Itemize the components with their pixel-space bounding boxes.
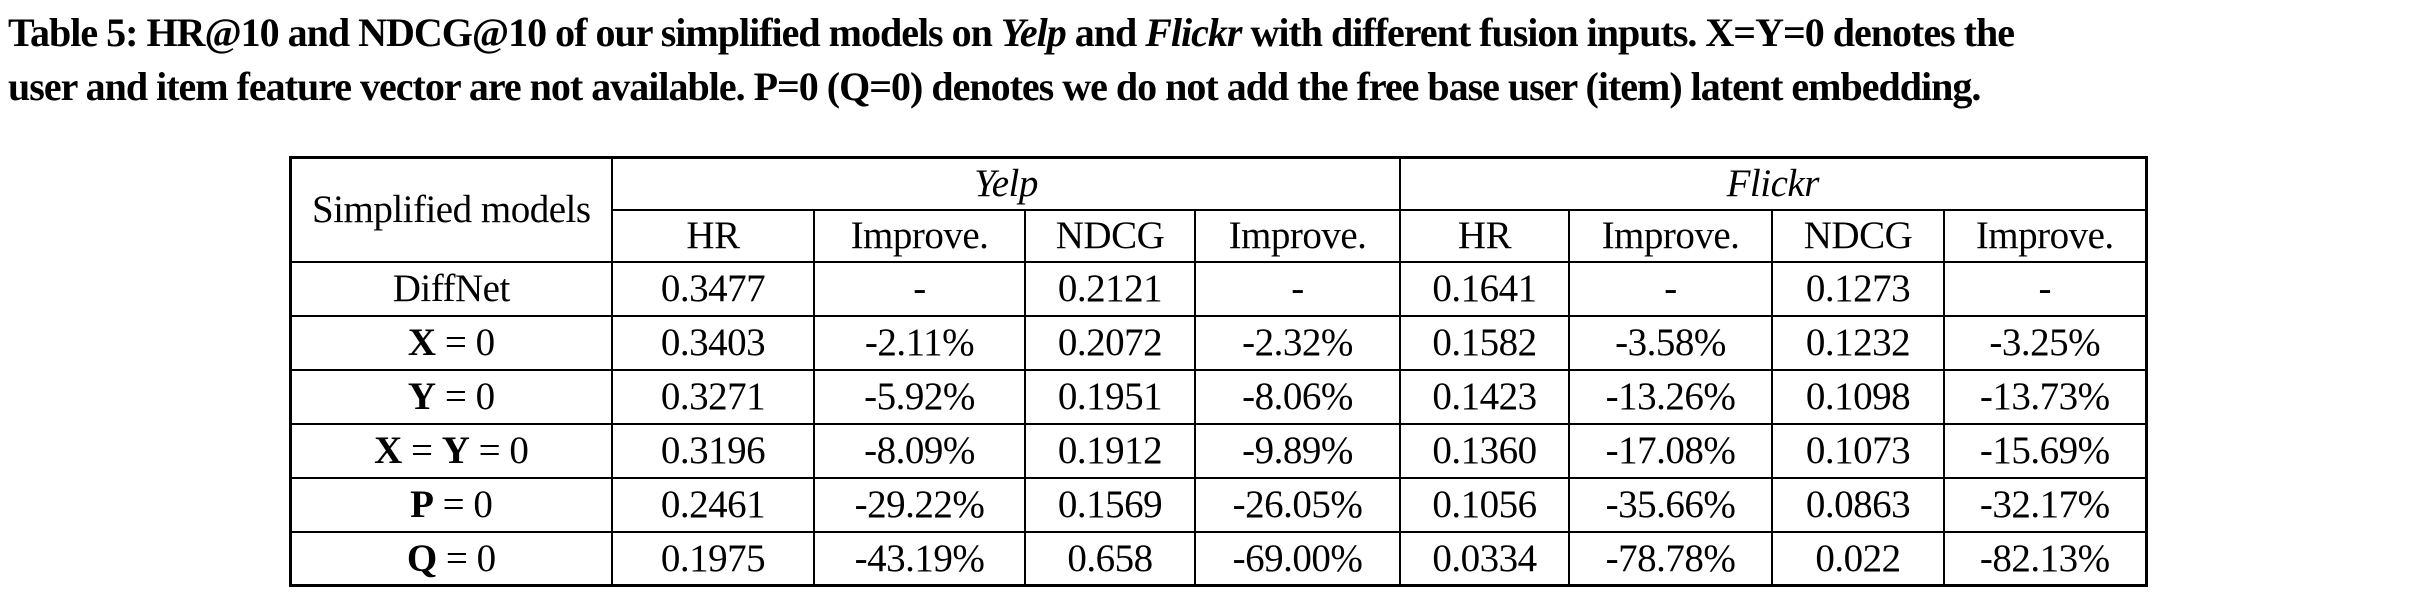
corner-header: Simplified models [289,156,613,263]
value-cell: 0.1951 [1024,368,1196,425]
value-cell: - [1568,260,1773,317]
value-cell: - [1943,260,2147,317]
table-row: P = 0 0.2461 -29.22% 0.1569 -26.05% 0.1056 -35… [289,476,2147,533]
value-cell: -3.58% [1568,314,1773,371]
value-cell: 0.1098 [1771,368,1945,425]
row-label: DiffNet [289,260,613,317]
paper-page: Table 5: HR@10 and NDCG@10 of our simpli… [0,6,2436,616]
value-cell: -8.09% [813,422,1026,479]
text-segment: X [407,321,436,364]
value-cell: -8.06% [1194,368,1401,425]
value-cell: -9.89% [1194,422,1401,479]
metric-header-yelp-2: NDCG [1024,208,1196,263]
value-cell: - [1194,260,1401,317]
value-cell: -78.78% [1568,530,1773,587]
value-cell: -2.32% [1194,314,1401,371]
value-cell: -26.05% [1194,476,1401,533]
metric-header-yelp-0: HR [611,208,815,263]
value-cell: -2.11% [813,314,1026,371]
text-segment: and [1065,10,1146,55]
value-cell: 0.658 [1024,530,1196,587]
value-cell: - [813,260,1026,317]
text-segment: with different fusion inputs. X=Y=0 deno… [1241,10,2014,55]
text-segment: Yelp [1000,10,1067,55]
text-segment: user and item feature vector are not ava… [8,64,1981,109]
value-cell: 0.2072 [1024,314,1196,371]
value-cell: -82.13% [1943,530,2147,587]
metric-header-flickr-1: Improve. [1568,208,1773,263]
value-cell: 0.3477 [611,260,815,317]
metric-header-yelp-3: Improve. [1194,208,1401,263]
metric-header-row: HR Improve. NDCG Improve. HR Improve. NDCG Impr… [290,208,2147,263]
value-cell: 0.1056 [1399,476,1570,533]
value-cell: -17.08% [1568,422,1773,479]
results-table: Simplified models Yelp Flickr HR Improve.… [288,156,2148,587]
value-cell: 0.0863 [1771,476,1945,533]
value-cell: 0.1423 [1399,368,1570,425]
value-cell: 0.1641 [1399,260,1570,317]
value-cell: 0.1912 [1024,422,1196,479]
text-segment: Y [407,375,436,418]
group-header-yelp: Yelp [611,156,1401,211]
value-cell: 0.1073 [1771,422,1945,479]
text-segment: = 0 [435,375,495,418]
text-segment: Flickr [1145,10,1242,55]
table-row: Q = 0 0.1975 -43.19% 0.658 -69.00% 0.0334 -78.… [289,530,2147,587]
value-cell: -15.69% [1943,422,2147,479]
metric-header-flickr-3: Improve. [1943,208,2147,263]
row-label: P = 0 [289,476,613,533]
value-cell: -43.19% [813,530,1026,587]
value-cell: 0.022 [1771,530,1945,587]
value-cell: 0.2461 [611,476,815,533]
value-cell: 0.1569 [1024,476,1196,533]
value-cell: -32.17% [1943,476,2147,533]
table-row: DiffNet 0.3477-0.2121-0.1641-0.1273- [289,260,2147,317]
text-segment: Q [406,536,437,580]
text-segment: Y [441,429,470,472]
value-cell: -5.92% [813,368,1026,425]
value-cell: 0.1360 [1399,422,1570,479]
text-segment: = 0 [436,536,496,580]
group-header-row: Simplified models Yelp Flickr [289,156,2147,263]
value-cell: -3.25% [1943,314,2147,371]
value-cell: 0.1273 [1771,260,1945,317]
text-segment: = 0 [435,321,495,364]
value-cell: 0.3271 [611,368,815,425]
metric-header-flickr-0: HR [1399,208,1570,263]
table-caption: Table 5: HR@10 and NDCG@10 of our simpli… [8,6,2426,114]
text-segment: = [401,429,442,472]
value-cell: 0.2121 [1024,260,1196,317]
text-segment: Table 5: HR@10 and NDCG@10 of our simpli… [8,10,1001,55]
value-cell: -13.26% [1568,368,1773,425]
table-row: Y = 0 0.3271 -5.92% 0.1951 -8.06% 0.1423 -13.2… [289,368,2147,425]
value-cell: 0.1232 [1771,314,1945,371]
value-cell: 0.3403 [611,314,815,371]
text-segment: X [374,429,402,472]
row-label: X = Y = 0 [289,422,613,479]
value-cell: 0.1975 [611,530,815,587]
value-cell: -69.00% [1194,530,1401,587]
table-row: X = Y = 0 0.3196 -8.09% 0.1912 -9.89% 0.1360-… [289,422,2147,479]
text-segment: DiffNet [392,267,511,310]
value-cell: 0.3196 [611,422,815,479]
metric-header-yelp-1: Improve. [813,208,1026,263]
value-cell: -13.73% [1943,368,2147,425]
group-header-flickr: Flickr [1399,156,2147,211]
metric-header-flickr-2: NDCG [1771,208,1945,263]
value-cell: -29.22% [813,476,1026,533]
table-row: X = 0 0.3403 -2.11% 0.2072 -2.32% 0.1582 -3.58… [289,314,2147,371]
value-cell: 0.1582 [1399,314,1570,371]
text-segment: = 0 [469,429,529,472]
row-label: Q = 0 [289,530,613,587]
text-segment: P [410,483,434,526]
row-label: Y = 0 [289,368,613,425]
value-cell: 0.0334 [1399,530,1570,587]
value-cell: -35.66% [1568,476,1773,533]
text-segment: = 0 [433,483,493,526]
row-label: X = 0 [289,314,613,371]
